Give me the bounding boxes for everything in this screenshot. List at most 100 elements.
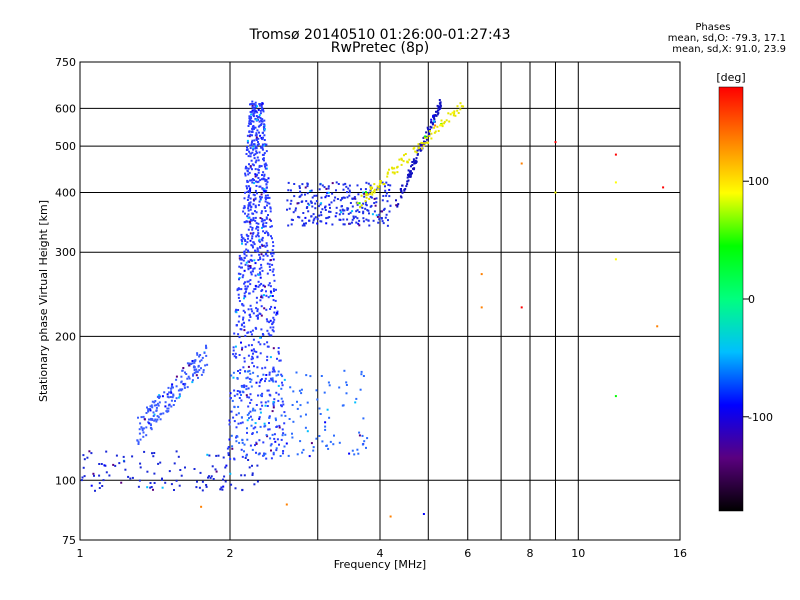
data-point [364,203,367,206]
data-point [255,137,258,140]
data-point [157,404,160,407]
data-point [252,241,255,244]
data-point [282,403,285,406]
data-point [249,444,252,447]
data-point [180,474,183,477]
data-point [272,316,275,319]
data-point [257,222,260,225]
data-point [239,266,242,269]
data-point [434,114,437,116]
data-point [172,393,175,396]
data-point [269,319,272,322]
data-point [233,420,236,423]
data-point [269,259,272,261]
data-point [264,245,267,248]
data-point [328,384,331,387]
data-point [275,419,277,422]
data-point [369,184,372,187]
data-point [257,137,260,140]
data-point [260,120,263,123]
data-point [263,173,266,176]
data-point [246,148,249,151]
data-point [224,480,227,483]
data-point [246,396,249,399]
data-point [388,188,391,191]
data-point [253,243,256,246]
data-point [251,168,253,171]
data-point [153,401,156,404]
data-point [267,296,270,299]
data-point [266,355,269,358]
data-point [349,222,352,225]
data-point [387,219,389,222]
data-point [274,417,277,420]
data-point [269,326,272,329]
data-point [246,241,249,244]
data-point [358,434,361,437]
data-point [339,209,342,212]
data-point [373,197,376,200]
data-point [143,450,146,453]
data-point [436,125,439,128]
data-point [421,144,424,147]
data-point [412,147,415,150]
data-point [258,417,261,420]
data-point [255,307,258,310]
data-point [258,381,261,384]
y-tick-label: 100 [55,474,76,487]
data-point [289,202,292,205]
data-point [251,409,254,412]
data-point [391,171,394,174]
data-point [249,381,252,383]
data-point [436,113,439,116]
data-point [451,111,454,114]
data-point [258,267,261,270]
data-point [247,216,250,219]
data-point [225,464,228,467]
data-point [433,118,436,121]
data-point [351,197,354,200]
data-point [247,459,250,461]
data-point [241,390,244,393]
data-point [244,345,247,348]
data-point [137,441,140,444]
data-point [365,193,368,196]
data-point [274,440,277,443]
data-point [244,311,246,314]
data-point [315,437,318,440]
data-point [358,219,361,222]
data-point [267,345,270,348]
data-point [400,163,403,166]
data-point [267,389,270,392]
data-point [266,201,269,204]
data-point [404,153,407,155]
data-point [353,197,356,200]
data-point [261,138,264,141]
data-point [252,338,255,341]
data-point [262,441,265,444]
data-point [227,446,230,448]
data-point [262,110,265,113]
data-point [290,199,293,202]
data-point [284,433,287,436]
data-point [247,365,250,368]
data-point [88,450,91,453]
data-point [250,385,253,388]
data-point [244,370,246,373]
data-point [268,334,271,337]
data-point [252,203,255,206]
data-point [274,299,277,302]
data-point [250,144,253,147]
data-point [427,128,430,131]
data-point [232,353,235,356]
data-point [296,453,299,456]
data-point [256,310,259,313]
data-point [380,217,383,219]
data-point [139,422,142,425]
data-point [284,414,287,417]
data-point [246,141,249,144]
data-point [209,476,212,479]
data-point [293,183,296,185]
data-point [236,289,239,292]
data-point [267,284,270,287]
